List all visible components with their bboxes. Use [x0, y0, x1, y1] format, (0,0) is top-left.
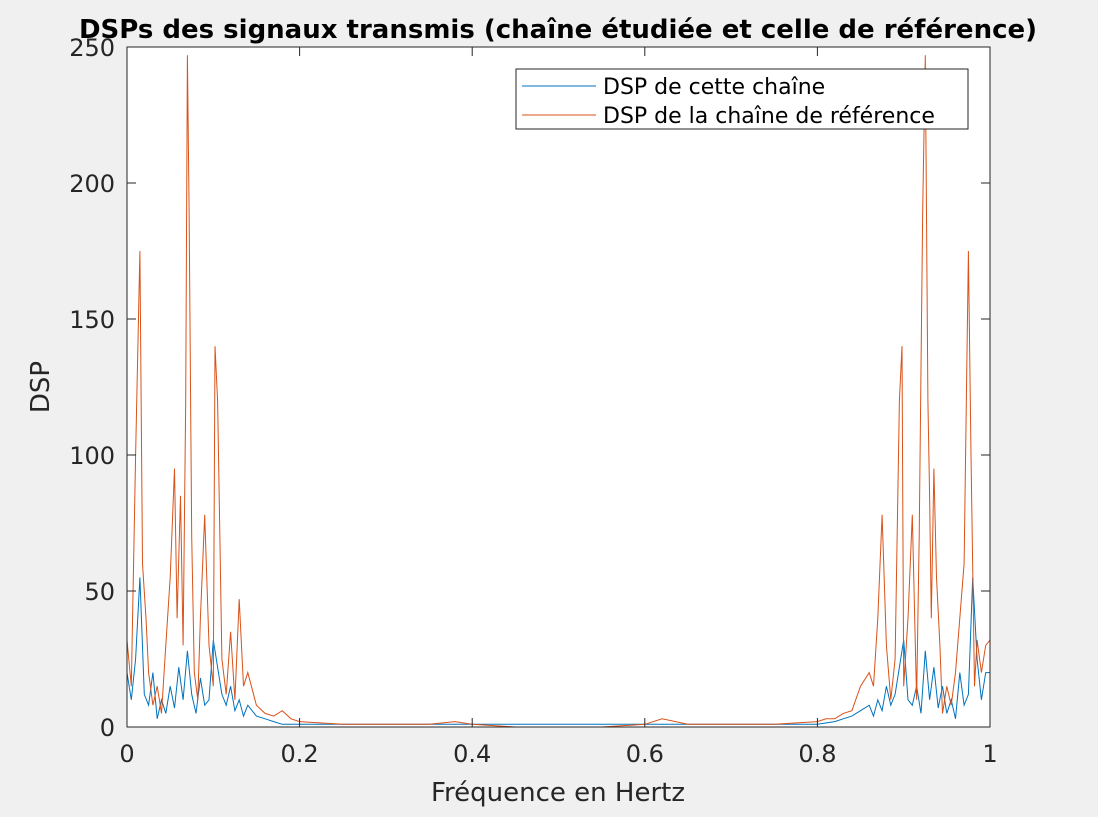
y-tick-label: 100 [69, 442, 115, 470]
legend-box [515, 68, 969, 130]
y-tick-label: 250 [69, 34, 115, 62]
ticks-layer: 0 0.2 0.4 0.6 0.8 1 0 50 100 150 200 250 [69, 34, 997, 768]
x-tick-label: 0.4 [453, 740, 491, 768]
axes-box [126, 46, 991, 728]
x-tick-label: 0 [119, 740, 134, 768]
legend-label-series-1: DSP de cette chaîne [603, 75, 825, 100]
x-axis-label: Fréquence en Hertz [431, 778, 685, 808]
plot-area [127, 47, 990, 727]
series-line-1 [126, 577, 990, 725]
legend-label-series-2: DSP de la chaîne de référence [603, 104, 935, 129]
y-tick-label: 50 [84, 578, 115, 606]
x-tick-label: 1 [982, 740, 997, 768]
y-tick-label: 200 [69, 170, 115, 198]
chart-title: DSPs des signaux transmis (chaîne étudié… [79, 15, 1037, 45]
y-tick-label: 150 [69, 306, 115, 334]
legend: DSP de cette chaîne DSP de la chaîne de … [515, 68, 969, 130]
x-tick-label: 0.8 [798, 740, 836, 768]
x-tick-label: 0.6 [626, 740, 664, 768]
y-axis-label: DSP [26, 361, 56, 413]
y-tick-label: 0 [100, 714, 115, 742]
x-tick-label: 0.2 [281, 740, 319, 768]
